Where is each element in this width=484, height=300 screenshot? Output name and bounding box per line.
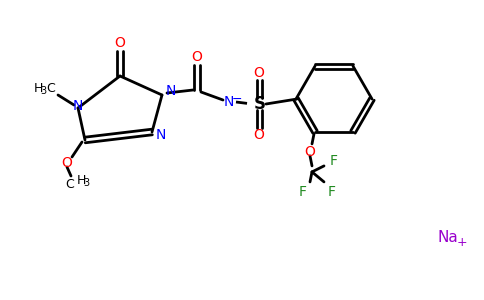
Text: O: O <box>254 128 264 142</box>
Text: F: F <box>330 154 338 168</box>
Text: −: − <box>232 92 242 106</box>
Text: N: N <box>166 84 176 98</box>
Text: H: H <box>77 175 86 188</box>
Text: N: N <box>224 95 234 109</box>
Text: 3: 3 <box>83 178 89 188</box>
Text: O: O <box>61 156 73 170</box>
Text: O: O <box>254 66 264 80</box>
Text: S: S <box>254 95 266 113</box>
Text: N: N <box>73 99 83 113</box>
Text: O: O <box>192 50 202 64</box>
Text: O: O <box>304 145 316 159</box>
Text: O: O <box>115 36 125 50</box>
Text: Na: Na <box>438 230 458 245</box>
Text: F: F <box>299 185 307 199</box>
Text: F: F <box>328 185 336 199</box>
Text: C: C <box>66 178 75 191</box>
Text: C: C <box>46 82 55 94</box>
Text: H: H <box>34 82 44 94</box>
Text: 3: 3 <box>40 86 46 96</box>
Text: +: + <box>457 236 468 250</box>
Text: N: N <box>156 128 166 142</box>
